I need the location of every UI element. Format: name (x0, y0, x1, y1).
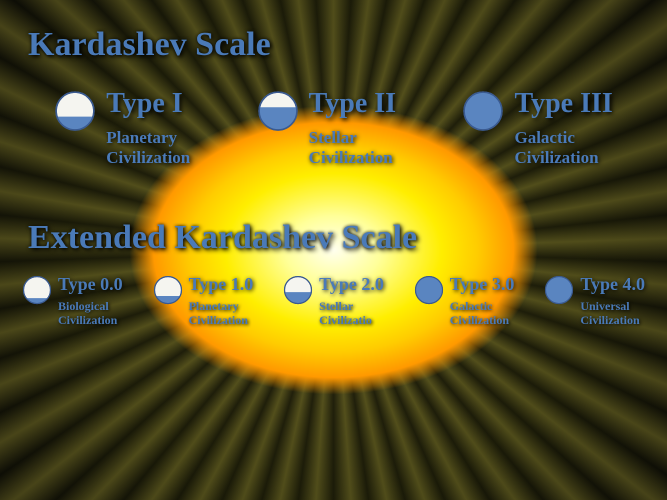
fill-circle-icon (283, 275, 313, 305)
item-type-1: Type I PlanetaryCivilization (54, 90, 190, 167)
title-extended: Extended Kardashev Scale (28, 219, 645, 257)
fill-circle-icon (414, 275, 444, 305)
content-panel: Kardashev Scale Type I PlanetaryCiviliza… (0, 0, 667, 500)
civilization-label: StellarCivilization (309, 128, 396, 167)
type-label: Type 3.0 (450, 275, 515, 293)
fill-circle-icon (462, 90, 504, 132)
civilization-label: StellarCivilizatio (319, 299, 384, 328)
row-main-types: Type I PlanetaryCivilization Type II Ste… (22, 90, 645, 167)
item-type-3-0: Type 3.0 GalacticCivilization (414, 275, 515, 328)
title-kardashev: Kardashev Scale (28, 26, 645, 64)
fill-circle-icon (54, 90, 96, 132)
civilization-label: PlanetaryCivilization (189, 299, 254, 328)
type-label: Type 2.0 (319, 275, 384, 293)
item-type-2: Type II StellarCivilization (257, 90, 396, 167)
civilization-label: BiologicalCivilization (58, 299, 123, 328)
type-label: Type 0.0 (58, 275, 123, 293)
fill-circle-icon (153, 275, 183, 305)
item-type-1-0: Type 1.0 PlanetaryCivilization (153, 275, 254, 328)
item-type-4-0: Type 4.0 UniversalCivilization (544, 275, 645, 328)
civilization-label: UniversalCivilization (580, 299, 645, 328)
fill-circle-icon (544, 275, 574, 305)
civilization-label: GalacticCivilization (514, 128, 612, 167)
row-extended-types: Type 0.0 BiologicalCivilization Type 1.0… (22, 275, 645, 328)
civilization-label: GalacticCivilization (450, 299, 515, 328)
fill-circle-icon (257, 90, 299, 132)
type-label: Type II (309, 90, 396, 118)
civilization-label: PlanetaryCivilization (106, 128, 190, 167)
item-type-2-0: Type 2.0 StellarCivilizatio (283, 275, 384, 328)
type-label: Type 1.0 (189, 275, 254, 293)
fill-circle-icon (22, 275, 52, 305)
item-type-3: Type III GalacticCivilization (462, 90, 612, 167)
item-type-0-0: Type 0.0 BiologicalCivilization (22, 275, 123, 328)
type-label: Type 4.0 (580, 275, 645, 293)
type-label: Type I (106, 90, 190, 118)
type-label: Type III (514, 90, 612, 118)
